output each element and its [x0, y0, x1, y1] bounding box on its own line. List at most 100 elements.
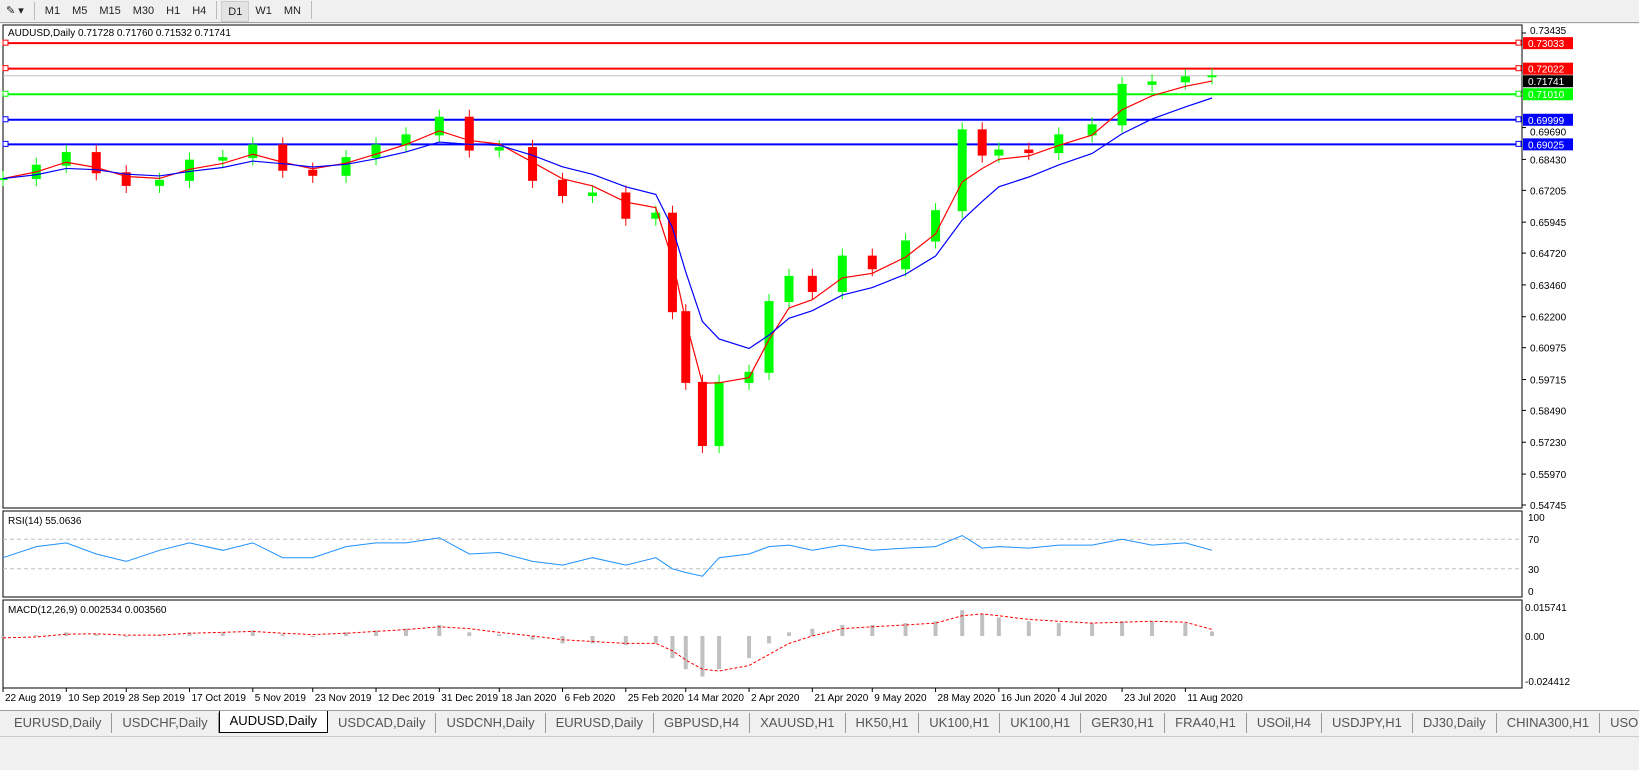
macd-histogram-bar — [250, 630, 255, 637]
price-tick-label: 0.57230 — [1530, 438, 1567, 449]
macd-histogram-bar — [497, 634, 502, 637]
date-tick-label: 17 Oct 2019 — [192, 693, 247, 704]
tab-uk100-h1[interactable]: UK100,H1 — [1000, 712, 1082, 733]
macd-histogram-bar — [590, 636, 595, 644]
timeframe-mn[interactable]: MN — [283, 4, 301, 17]
bull-candle — [61, 152, 71, 166]
macd-histogram-bar — [1056, 623, 1061, 637]
tab-usdjpy-h1[interactable]: USDJPY,H1 — [1322, 712, 1413, 733]
price-label-bg — [1523, 113, 1573, 126]
tab-fra40-h1[interactable]: FRA40,H1 — [1165, 712, 1247, 733]
tab-eurusd-daily[interactable]: EURUSD,Daily — [4, 712, 113, 733]
chart-canvas[interactable]: 0.73435 0.69690 0.68430 0.67205 0.65945 0.647… — [0, 24, 1639, 710]
line-handle — [2, 140, 9, 147]
chart-window[interactable]: 0.73435 0.69690 0.68430 0.67205 0.65945 0.647… — [0, 24, 1639, 710]
timeframe-m5[interactable]: M5 — [72, 4, 88, 17]
toolbar: ✎ ▾ M1 M5 M15 M30 H1 H4 D1 W1 MN — [0, 0, 1639, 23]
timeframe-m30[interactable]: M30 — [132, 4, 155, 17]
bear-candle — [558, 179, 568, 197]
price-tick-label: 0.59715 — [1530, 375, 1567, 386]
tab-china300-h1[interactable]: CHINA300,H1 — [1497, 712, 1601, 733]
tab-usoil-h1[interactable]: USOil,H1 — [1600, 713, 1639, 733]
line-handle — [1515, 116, 1522, 123]
bear-candle — [621, 192, 631, 219]
macd-pane — [2, 599, 1523, 689]
macd-histogram-bar — [767, 636, 772, 644]
bull-candle — [218, 157, 228, 161]
tab-usdcad-daily[interactable]: USDCAD,Daily — [328, 712, 437, 733]
date-tick-label: 10 Sep 2019 — [68, 693, 125, 704]
horizontal-line-price: 0.72022 — [1528, 65, 1565, 76]
timeframe-h1[interactable]: H1 — [166, 4, 181, 17]
macd-tick-label: -0.024412 — [1525, 677, 1570, 688]
line-tools-icon[interactable]: ✎ ▾ — [6, 4, 24, 17]
macd-histogram-bar — [1026, 621, 1031, 637]
macd-histogram-bar — [94, 634, 99, 637]
tab-eurusd-daily[interactable]: EURUSD,Daily — [546, 712, 654, 733]
date-tick-label: 22 Aug 2019 — [5, 693, 62, 704]
macd-histogram-bar — [1090, 623, 1095, 637]
line-handle — [1515, 39, 1522, 46]
rsi-pane — [2, 510, 1523, 598]
bull-candle — [155, 179, 165, 186]
bull-candle — [1147, 81, 1157, 85]
macd-histogram-bar — [1183, 623, 1188, 637]
bull-candle — [434, 116, 444, 136]
macd-label: MACD(12,26,9) 0.002534 0.003560 — [8, 605, 167, 616]
bear-candle — [1024, 149, 1034, 154]
tab-usdchf-daily[interactable]: USDCHF,Daily — [112, 712, 219, 733]
macd-histogram-bar — [980, 613, 985, 637]
toolbar-divider — [310, 0, 312, 19]
tab-uk100-h1[interactable]: UK100,H1 — [919, 712, 1001, 733]
date-tick-label: 12 Dec 2019 — [378, 693, 435, 704]
macd-histogram-bar — [960, 610, 965, 637]
macd-histogram-bar — [840, 624, 845, 637]
macd-histogram-bar — [530, 636, 535, 640]
tab-xauusd-h1[interactable]: XAUUSD,H1 — [750, 712, 846, 733]
tab-audusd-daily[interactable]: AUDUSD,Daily — [218, 710, 329, 733]
chart-title: AUDUSD,Daily 0.71728 0.71760 0.71532 0.7… — [8, 28, 231, 39]
price-tick-label: 0.68430 — [1530, 155, 1567, 166]
bear-candle — [697, 381, 707, 447]
price-tick-label: 0.73435 — [1530, 26, 1567, 37]
tab-hk50-h1[interactable]: HK50,H1 — [846, 712, 920, 733]
fast-moving-average — [2, 80, 1213, 384]
timeframe-d1[interactable]: D1 — [221, 0, 250, 22]
date-tick-label: 18 Jan 2020 — [501, 693, 556, 704]
price-tick-label: 0.60975 — [1530, 344, 1567, 355]
macd-histogram-bar — [1150, 621, 1155, 637]
horizontal-line-price: 0.69999 — [1528, 116, 1565, 127]
date-tick-label: 16 Jun 2020 — [1001, 693, 1056, 704]
date-tick-label: 9 May 2020 — [874, 693, 927, 704]
date-tick-label: 23 Jul 2020 — [1124, 693, 1176, 704]
rsi-line — [2, 534, 1213, 577]
bear-candle — [807, 275, 817, 292]
bull-candle — [248, 144, 258, 159]
macd-histogram-bar — [653, 636, 658, 644]
price-tick-label: 0.58490 — [1530, 406, 1567, 417]
date-tick-label: 31 Dec 2019 — [441, 693, 498, 704]
last-price-bg — [1523, 75, 1573, 88]
timeframe-w1[interactable]: W1 — [255, 4, 272, 17]
horizontal-line-price: 0.71010 — [1528, 90, 1565, 101]
bear-candle — [308, 169, 318, 176]
date-tick-label: 28 Sep 2019 — [128, 693, 185, 704]
toolbar-divider — [33, 2, 35, 20]
macd-histogram-bar — [1120, 621, 1125, 637]
tab-dj30-daily[interactable]: DJ30,Daily — [1413, 712, 1497, 733]
tab-usdcnh-daily[interactable]: USDCNH,Daily — [436, 712, 546, 733]
macd-histogram-bar — [787, 632, 792, 637]
timeframe-m15[interactable]: M15 — [99, 4, 121, 17]
tab-gbpusd-h4[interactable]: GBPUSD,H4 — [654, 712, 751, 733]
timeframe-h4[interactable]: H4 — [192, 4, 207, 17]
date-tick-label: 5 Nov 2019 — [255, 693, 307, 704]
bull-candle — [764, 301, 774, 373]
bear-candle — [977, 129, 987, 156]
tab-ger30-h1[interactable]: GER30,H1 — [1081, 712, 1166, 733]
price-label-bg — [1523, 37, 1573, 50]
timeframe-m1[interactable]: M1 — [44, 4, 61, 17]
tab-usoil-h4[interactable]: USOil,H4 — [1247, 712, 1323, 733]
horizontal-line-price: 0.69025 — [1528, 140, 1565, 151]
bear-candle — [91, 152, 101, 174]
bull-candle — [371, 144, 381, 159]
